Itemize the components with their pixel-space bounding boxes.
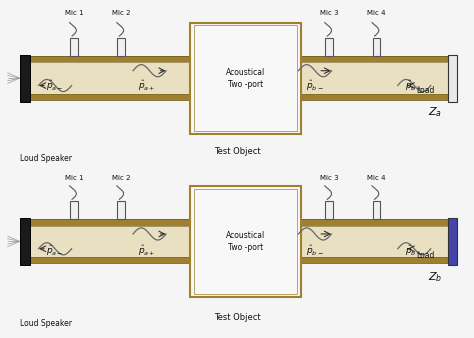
Bar xyxy=(448,218,457,265)
Bar xyxy=(325,38,333,56)
Text: Acoustical: Acoustical xyxy=(226,231,265,240)
Text: Loud Speaker: Loud Speaker xyxy=(19,319,72,328)
Bar xyxy=(19,225,190,257)
Bar xyxy=(193,25,297,131)
Text: $\hat{p}_{b+}$: $\hat{p}_{b+}$ xyxy=(405,78,423,93)
Text: Mic 3: Mic 3 xyxy=(320,175,338,181)
Bar xyxy=(301,225,457,257)
Text: $\hat{p}_{b-}$: $\hat{p}_{b-}$ xyxy=(306,243,324,258)
Bar xyxy=(301,62,457,94)
Text: Load: Load xyxy=(417,251,435,260)
Bar xyxy=(19,94,190,100)
Bar xyxy=(19,54,30,102)
Bar xyxy=(70,201,78,219)
Text: Test Object: Test Object xyxy=(214,147,260,156)
Text: $Z_b$: $Z_b$ xyxy=(428,270,443,284)
Text: Acoustical: Acoustical xyxy=(226,68,265,76)
Text: $\hat{p}_{b-}$: $\hat{p}_{b-}$ xyxy=(306,78,324,93)
Bar xyxy=(448,54,457,102)
Text: Two -port: Two -port xyxy=(228,80,263,89)
Bar xyxy=(301,219,457,225)
Bar xyxy=(70,38,78,56)
Bar xyxy=(373,38,380,56)
Bar xyxy=(301,257,457,263)
Text: $\hat{p}_{a+}$: $\hat{p}_{a+}$ xyxy=(138,78,156,93)
Text: Mic 2: Mic 2 xyxy=(112,10,130,16)
Text: Mic 4: Mic 4 xyxy=(367,10,386,16)
Text: $Z_a$: $Z_a$ xyxy=(428,105,443,119)
Text: Mic 2: Mic 2 xyxy=(112,175,130,181)
Text: Mic 1: Mic 1 xyxy=(64,10,83,16)
Text: Test Object: Test Object xyxy=(214,313,260,322)
Text: Mic 3: Mic 3 xyxy=(320,10,338,16)
Text: $\hat{p}_{b+}$: $\hat{p}_{b+}$ xyxy=(405,243,423,258)
Text: Load: Load xyxy=(417,86,435,95)
Text: $\hat{p}_{a-}$: $\hat{p}_{a-}$ xyxy=(46,243,64,258)
Text: Mic 4: Mic 4 xyxy=(367,175,386,181)
Bar xyxy=(19,56,190,62)
Bar xyxy=(19,62,190,94)
Bar xyxy=(118,38,125,56)
Bar xyxy=(301,94,457,100)
Bar xyxy=(325,201,333,219)
Text: $\hat{p}_{a+}$: $\hat{p}_{a+}$ xyxy=(138,243,156,258)
Bar xyxy=(19,257,190,263)
Text: Loud Speaker: Loud Speaker xyxy=(19,154,72,163)
Bar xyxy=(190,23,301,134)
Bar xyxy=(19,219,190,225)
Bar xyxy=(118,201,125,219)
Text: $\hat{p}_{a-}$: $\hat{p}_{a-}$ xyxy=(46,78,64,93)
Text: Two -port: Two -port xyxy=(228,243,263,252)
Bar xyxy=(19,218,30,265)
Text: Mic 1: Mic 1 xyxy=(64,175,83,181)
Bar xyxy=(301,56,457,62)
Bar xyxy=(190,186,301,297)
Bar xyxy=(193,189,297,294)
Bar xyxy=(373,201,380,219)
